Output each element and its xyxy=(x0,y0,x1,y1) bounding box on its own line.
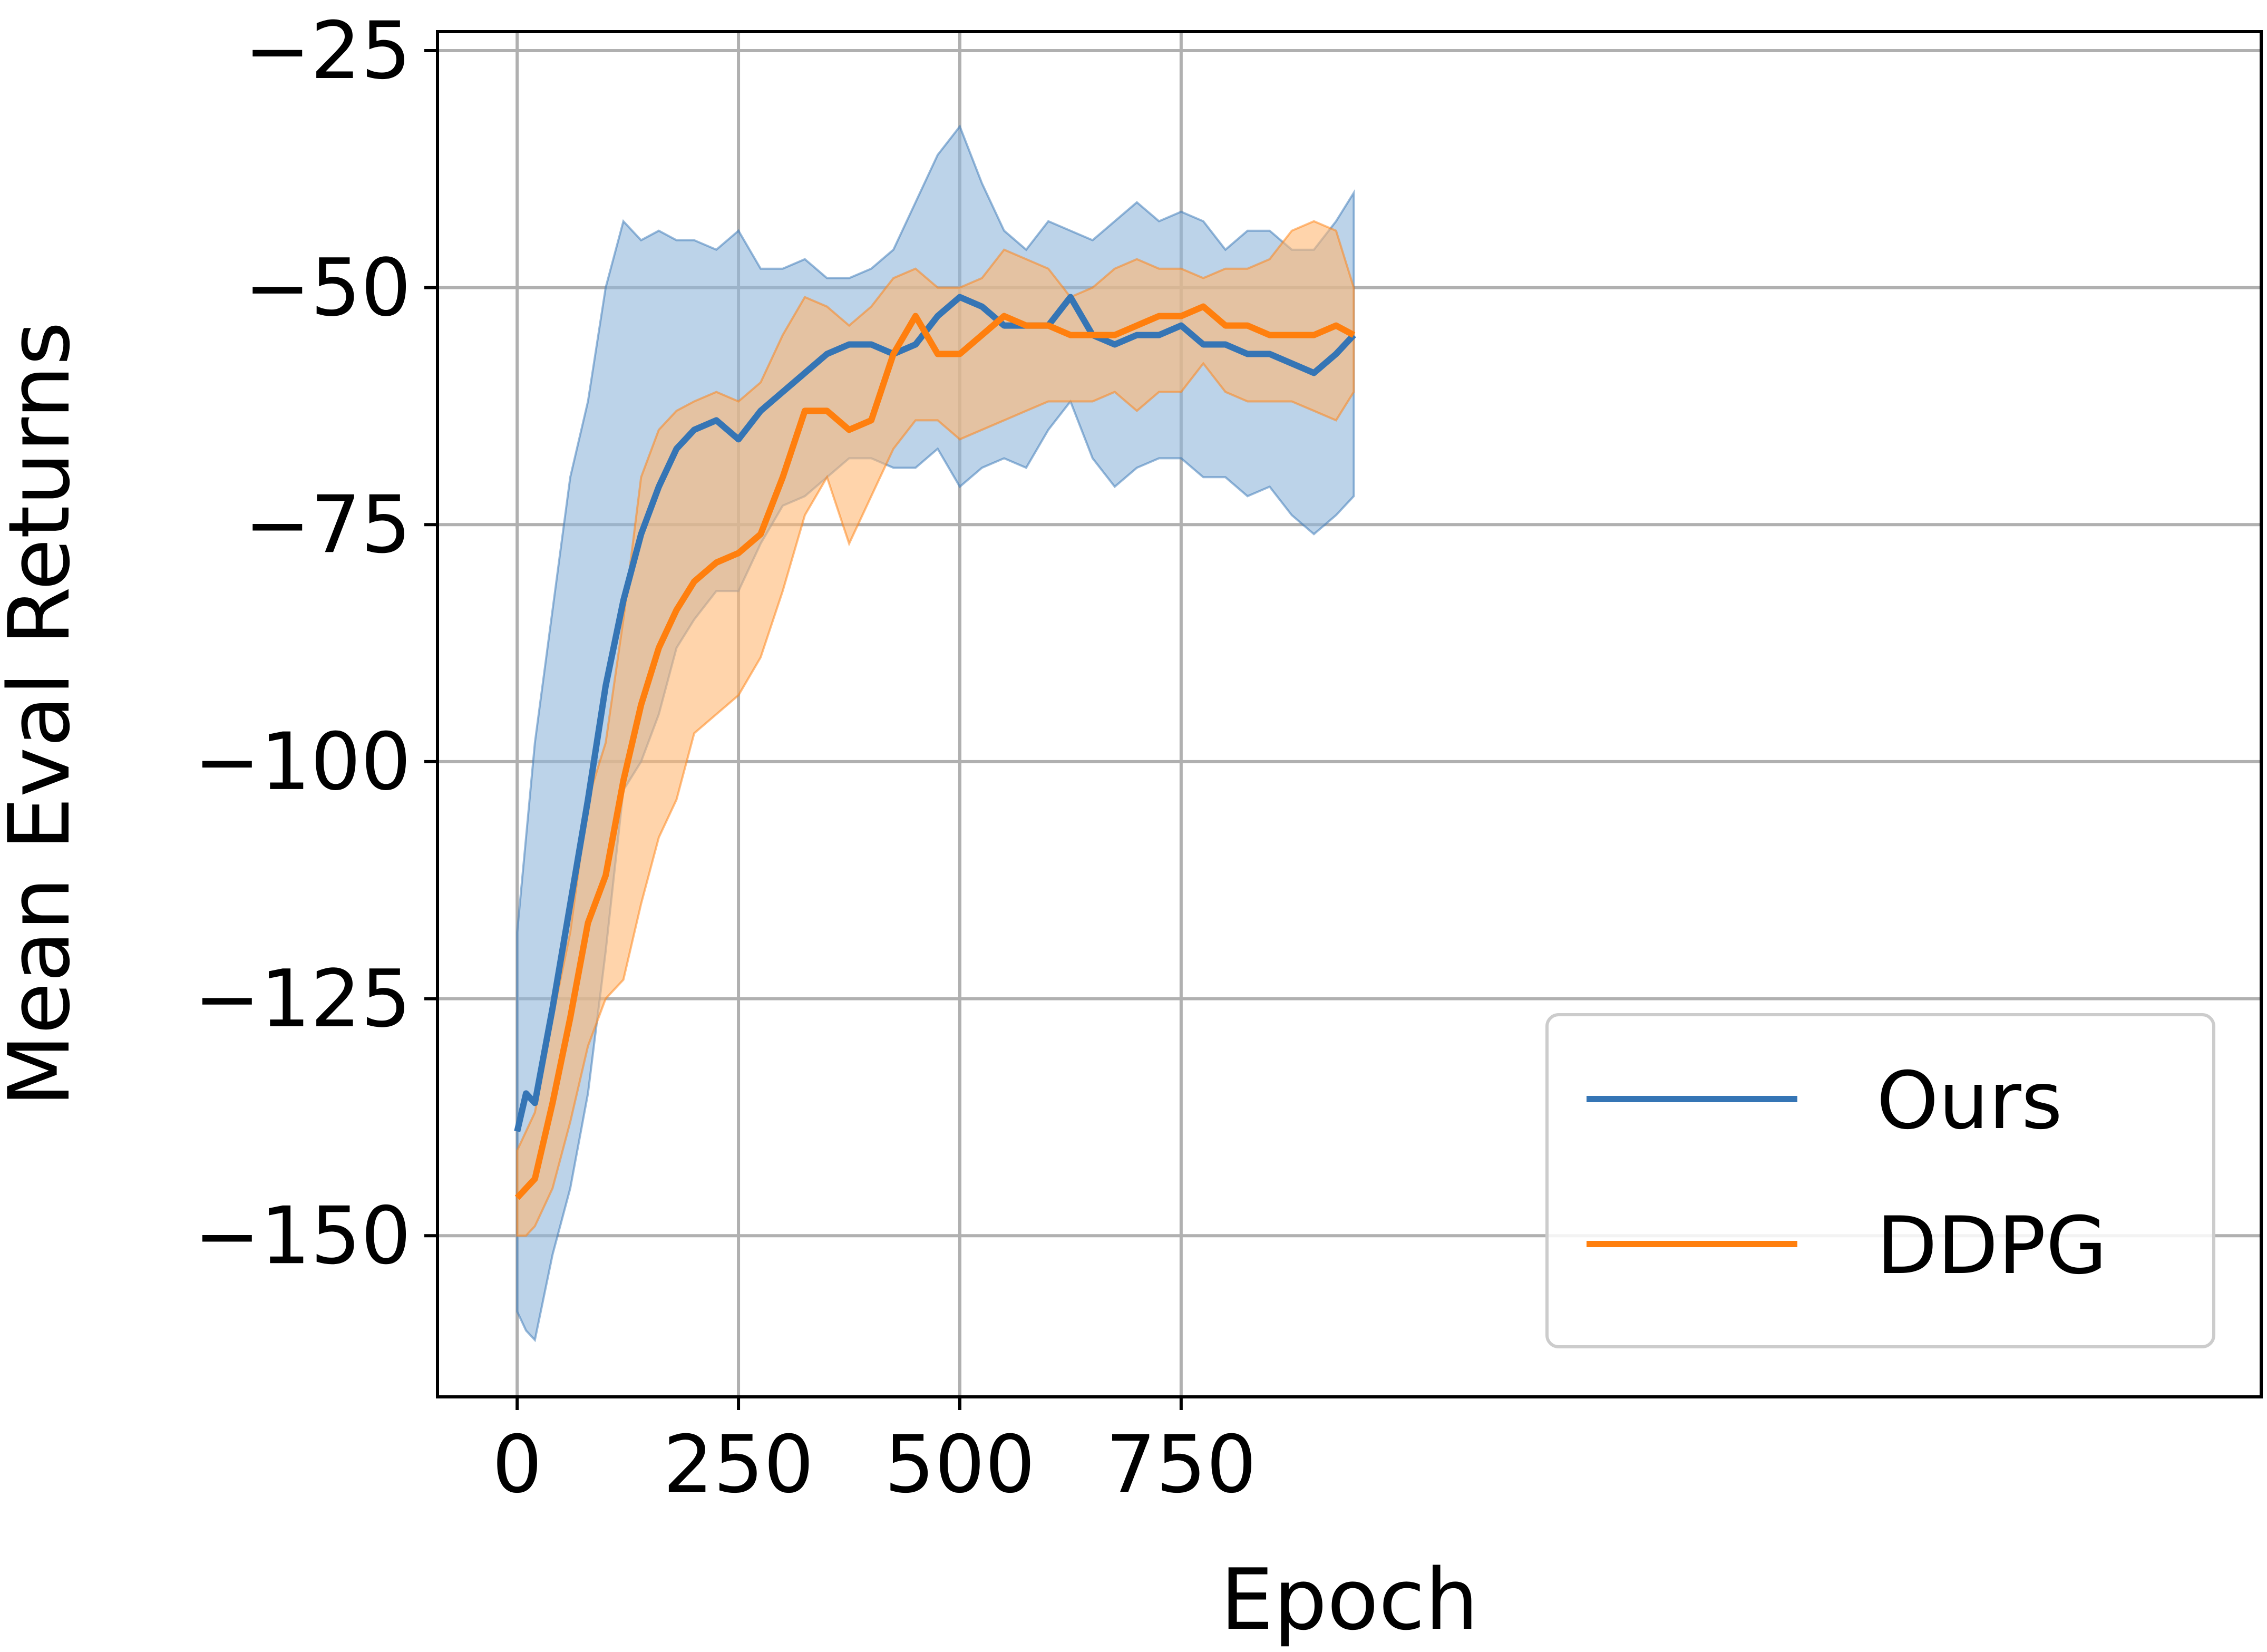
legend-label-ddpg: DDPG xyxy=(1876,1200,2107,1292)
x-tick-label: 0 xyxy=(492,1419,542,1511)
y-axis-label: Mean Eval Returns xyxy=(0,322,89,1107)
legend: Ours DDPG xyxy=(1545,1013,2215,1348)
line-ddpg xyxy=(514,303,1356,1200)
y-tick-label: −150 xyxy=(194,1190,411,1282)
series-lines xyxy=(514,294,1356,1200)
y-tick-label: −25 xyxy=(244,5,411,97)
y-tick-label: −125 xyxy=(194,954,411,1045)
x-axis-label: Epoch xyxy=(1220,1550,1478,1649)
line-ours xyxy=(514,294,1356,1132)
y-tick-label: −50 xyxy=(244,242,411,334)
legend-label-ours: Ours xyxy=(1876,1055,2062,1147)
x-tick-label: 250 xyxy=(663,1419,814,1511)
x-tick-label: 750 xyxy=(1106,1419,1257,1511)
y-tick-label: −100 xyxy=(194,716,411,808)
y-tick-label: −75 xyxy=(244,479,411,571)
y-axis-ticks: −25 −50 −75 −100 −125 −150 xyxy=(194,5,437,1282)
plot-frame xyxy=(436,30,2263,1398)
x-axis-ticks: 0 250 500 750 xyxy=(492,1397,1257,1511)
band-ddpg xyxy=(516,220,1355,1237)
x-tick-label: 500 xyxy=(884,1419,1035,1511)
